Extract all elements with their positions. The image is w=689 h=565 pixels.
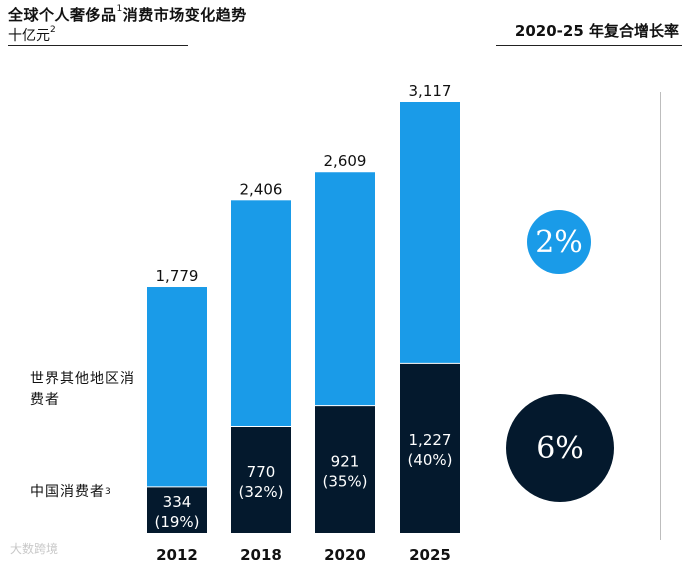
x-tick-2018: 2018 [240, 546, 282, 564]
bar-world-2025 [400, 102, 460, 364]
chart-title: 全球个人奢侈品1消费市场变化趋势 [8, 4, 247, 24]
bar-china-2018 [231, 426, 291, 533]
cagr-header: 2020-25 年复合增长率 [514, 22, 679, 40]
unit-footnote: 2 [50, 25, 56, 35]
cagr-china-value: 6% [536, 430, 584, 466]
bar-china-2020 [315, 405, 375, 533]
china-share-2018: (32%) [238, 483, 283, 501]
x-tick-2012: 2012 [156, 546, 198, 564]
bar-china-2012 [147, 486, 207, 533]
total-label-2020: 2,609 [324, 152, 367, 170]
legend-china-consumers: 中国消费者3 [30, 484, 112, 500]
china-value-2020: 921 [331, 452, 360, 470]
legend-china-footnote: 3 [105, 487, 112, 497]
bar-china-2025 [400, 363, 460, 533]
cagr-world-circle: 2% [527, 210, 591, 274]
cagr-rule [496, 45, 682, 46]
x-tick-2020: 2020 [324, 546, 366, 564]
bar-world-2018 [231, 200, 291, 427]
china-share-2012: (19%) [154, 513, 199, 531]
china-share-2025: (40%) [407, 451, 452, 469]
china-value-2012: 334 [163, 493, 192, 511]
watermark: 大数跨境 [10, 542, 59, 556]
unit-label: 十亿元2 [8, 25, 56, 44]
cagr-china-circle: 6% [506, 394, 614, 502]
title-rule [8, 45, 188, 46]
total-label-2018: 2,406 [240, 180, 283, 198]
total-label-2025: 3,117 [409, 82, 452, 100]
bar-world-2020 [315, 172, 375, 406]
cagr-divider [660, 92, 661, 540]
legend-world-consumers: 世界其他地区消费者 [30, 371, 135, 408]
bar-world-2012 [147, 287, 207, 487]
total-label-2012: 1,779 [156, 267, 199, 285]
x-tick-2025: 2025 [409, 546, 451, 564]
cagr-world-value: 2% [535, 224, 583, 260]
title-footnote: 1 [116, 4, 123, 14]
china-share-2020: (35%) [322, 472, 367, 490]
china-value-2025: 1,227 [409, 431, 452, 449]
china-value-2018: 770 [247, 463, 276, 481]
